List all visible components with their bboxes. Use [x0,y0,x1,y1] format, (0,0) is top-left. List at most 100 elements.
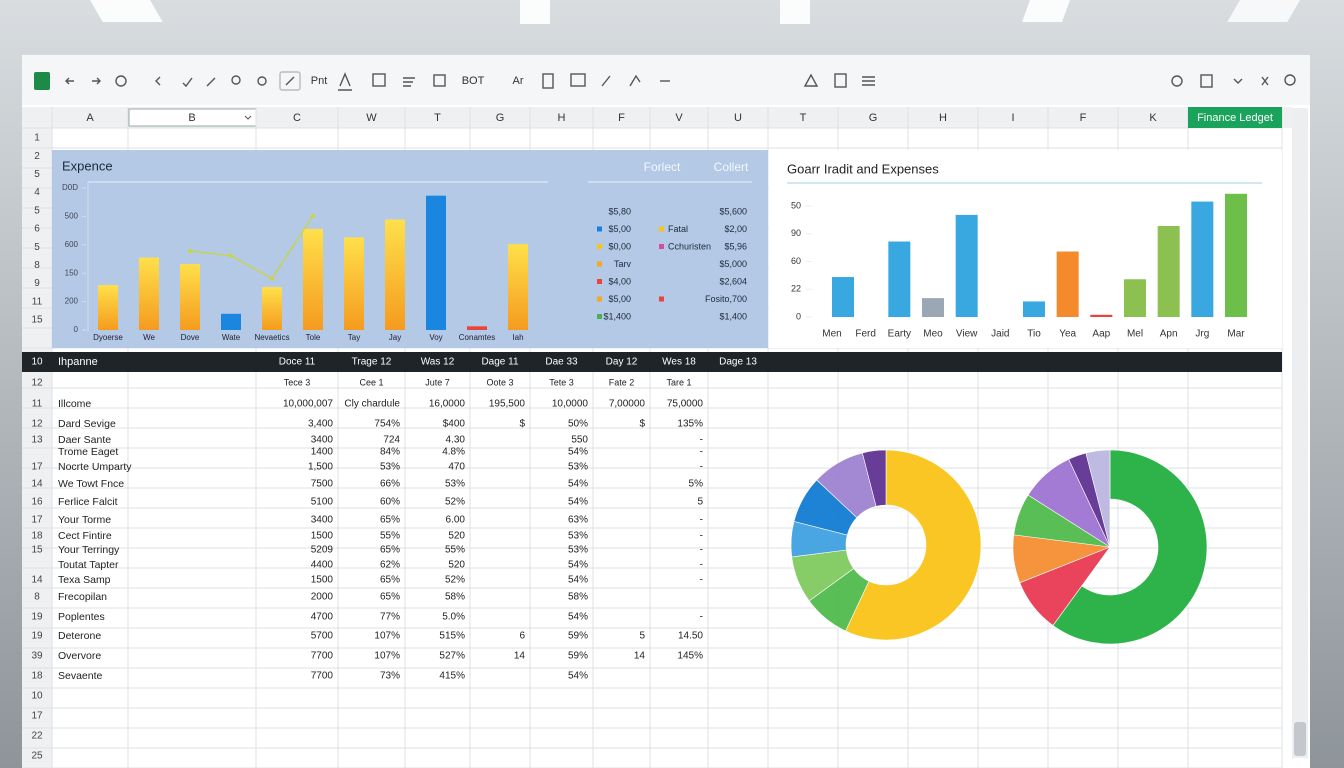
row-number: 8 [34,260,40,271]
ledger-button-label: Finance Ledget [1197,112,1273,124]
header-cell: Doce 11 [279,357,316,368]
cell: 527% [439,651,465,662]
row-number: 5 [34,242,40,253]
cell: 63% [568,515,588,526]
row-number: 12 [31,378,43,389]
row-label: Frecopilan [58,591,107,603]
column-header: F [1080,112,1087,124]
column-header: A [86,112,94,124]
cell: 53% [568,531,588,542]
legend-swatch [597,314,602,319]
bar [1191,201,1214,317]
row-number: 5 [34,205,40,216]
bar [1090,314,1113,317]
cell: 54% [568,671,588,682]
y-tick-label: 60 [791,256,801,266]
header-cell: Day 12 [606,357,638,368]
cell: 53% [445,479,465,490]
cell: 5100 [311,497,334,508]
cell: Tete 3 [549,377,574,387]
cell: 5 [697,497,703,508]
row-number: 18 [31,671,43,682]
legend-swatch [659,226,664,232]
row-number: 11 [32,296,43,307]
legend-header: Collert [714,160,749,174]
row-number: 5 [34,169,40,180]
y-tick-label: 0 [74,325,79,334]
cell: 54% [568,497,588,508]
x-tick-label: Tio [1027,329,1041,340]
cell: 14.50 [678,631,703,642]
x-tick-label: Dyoerse [93,333,123,342]
column-header: G [496,112,505,124]
cell: 1500 [311,531,334,542]
row-label: Ferlice Falcit [58,496,118,508]
y-tick-label: 50 [791,200,801,210]
cell: 59% [568,651,588,662]
x-tick-label: Wate [222,333,241,342]
trend-point [270,276,274,281]
cell: 53% [380,462,400,473]
row-number: 18 [31,531,43,542]
donut-segment [1052,449,1208,645]
row-label: Your Torme [58,514,111,526]
row-label: Dard Sevige [58,418,116,430]
row-number: 17 [31,462,43,473]
x-tick-label: We [143,333,155,342]
header-cell: Wes 18 [662,357,696,368]
cell: 754% [374,419,400,430]
trend-line [189,215,314,280]
y-tick-label: 600 [65,240,79,249]
left-chart-panel [52,150,768,348]
cell: 145% [677,651,703,662]
header-cell: Dage 11 [481,357,519,368]
column-header: G [869,112,878,124]
row-label: Trome Eaget [58,446,118,458]
x-tick-label: Jrg [1195,329,1209,340]
cell: 7500 [311,479,334,490]
scroll-thumb[interactable] [1294,722,1306,756]
ledger-button[interactable] [1188,107,1282,128]
row-number: 15 [31,545,43,556]
cell: 7,00000 [609,399,646,410]
header-cell: Ihpanne [58,356,98,368]
cell: 1,500 [308,462,333,473]
toolbar-button: Pnt [311,75,328,87]
row-number: 9 [34,278,40,289]
row-label: Texa Samp [58,574,111,586]
x-tick-label: Nevaetics [254,333,289,342]
cell: 135% [677,419,703,430]
cell: - [700,531,703,542]
cell: 5209 [311,545,334,556]
x-tick-label: Tole [306,333,321,342]
cell: 3400 [311,435,334,446]
bar [467,326,487,330]
bar [1225,193,1247,317]
column-header: H [558,112,566,124]
legend-swatch [597,244,602,249]
column-header: C [293,112,301,124]
legend-label: $5,00 [608,294,631,304]
scrollbar[interactable] [1292,108,1308,758]
cell: 60% [380,497,400,508]
bar [1157,225,1180,317]
cell: 5 [639,631,645,642]
cell: 62% [380,560,400,571]
cell: 5700 [311,631,334,642]
cell: 54% [568,575,588,586]
row-label: Poplentes [58,611,105,623]
legend-value: $5,600 [719,206,747,216]
bar [303,228,323,330]
y-tick-label: 22 [791,284,801,294]
x-tick-label: Yea [1059,329,1076,340]
cell: 10,0000 [552,399,589,410]
cell: - [700,462,703,473]
bar [832,277,854,317]
row-label: Overvore [58,650,101,662]
app-logo [34,72,50,90]
row-number: 16 [31,497,43,508]
bar [922,298,944,317]
row-number: 39 [31,651,43,662]
cell: 4700 [311,612,334,623]
